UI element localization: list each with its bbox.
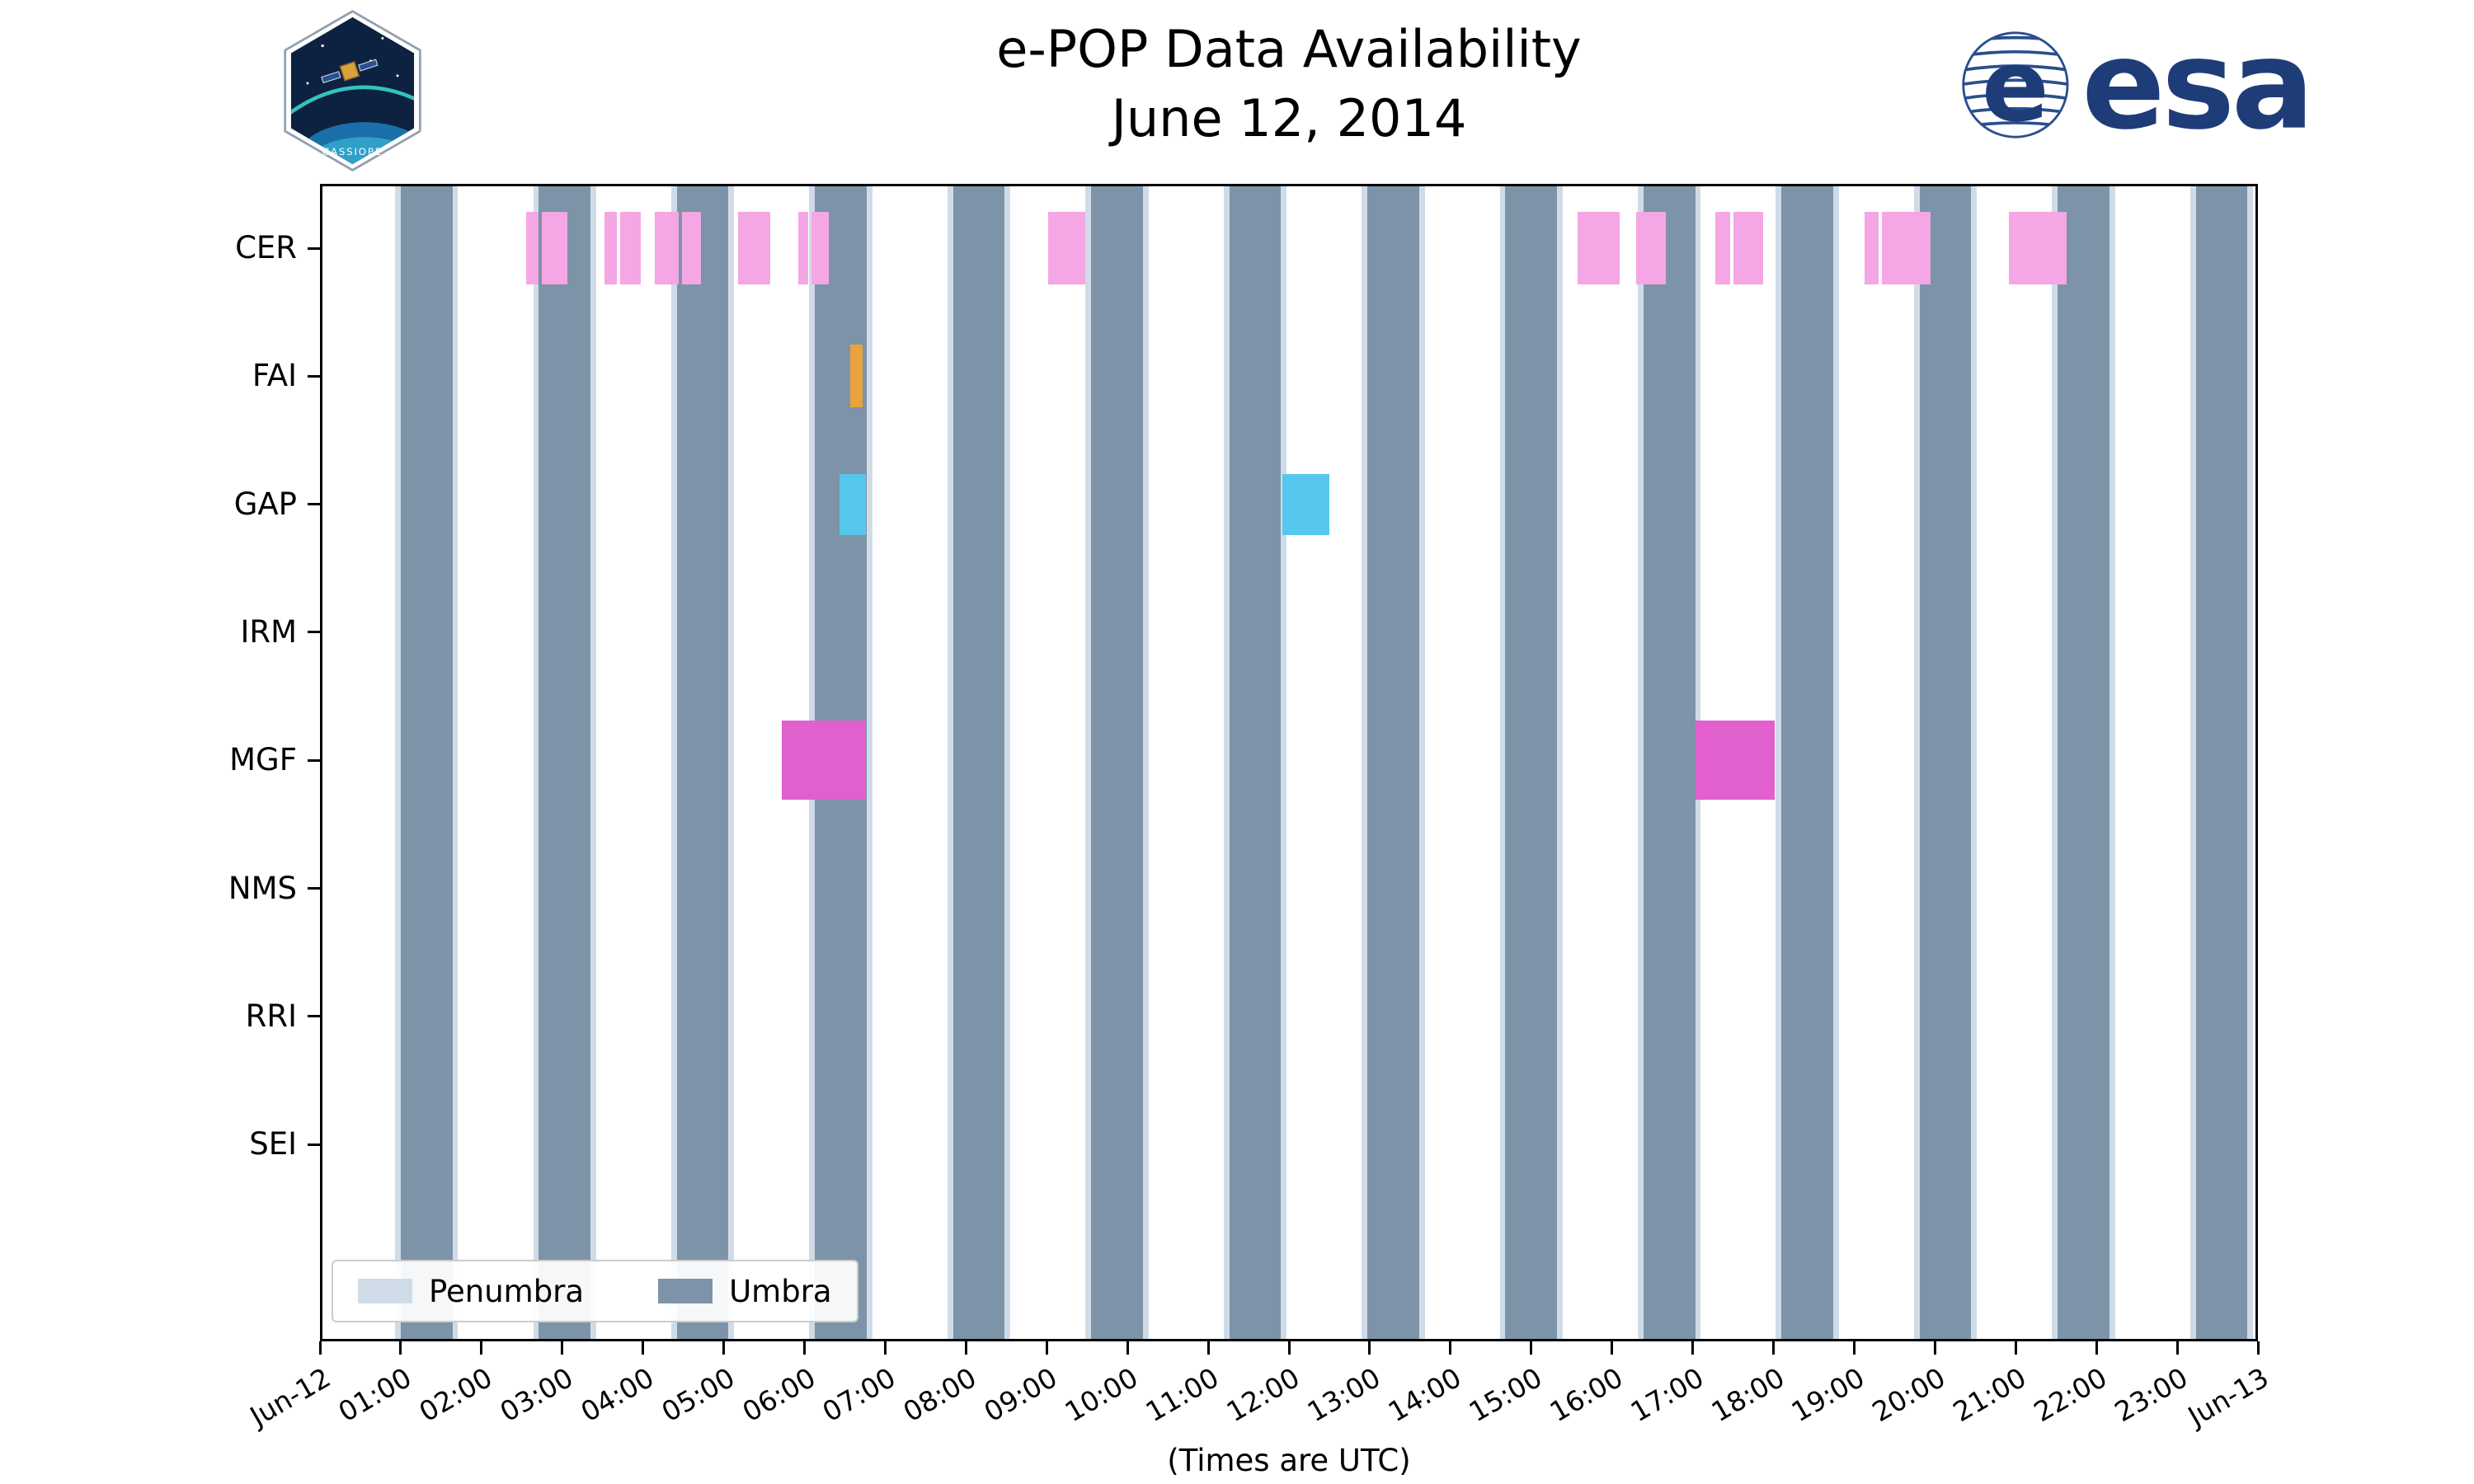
umbra-band [676, 184, 729, 1341]
y-axis-label-sei: SEI [249, 1126, 297, 1162]
x-tick [883, 1341, 887, 1355]
chart-title-line2: June 12, 2014 [1111, 88, 1467, 148]
y-tick [308, 631, 320, 634]
availability-block-cer [1048, 212, 1086, 284]
chart-title: e-POP Data Availability June 12, 2014 [320, 15, 2258, 153]
penumbra-swatch [358, 1279, 412, 1303]
x-tick [1368, 1341, 1371, 1355]
x-tick [1772, 1341, 1775, 1355]
umbra-band [1781, 184, 1833, 1341]
y-tick [308, 758, 320, 762]
x-tick [1530, 1341, 1533, 1355]
umbra-band [1643, 184, 1696, 1341]
availability-block-cer [1715, 212, 1730, 284]
cassiope-patch-graphic: CASSIOPE [284, 10, 421, 171]
esa-logo: e esa [1959, 14, 2326, 157]
availability-block-cer [655, 212, 679, 284]
x-tick [1852, 1341, 1856, 1355]
y-axis-label-gap: GAP [233, 486, 297, 522]
x-tick [2256, 1341, 2260, 1355]
umbra-band [1366, 184, 1419, 1341]
legend-label-umbra: Umbra [729, 1273, 832, 1309]
umbra-band [2058, 184, 2109, 1341]
x-axis-label: (Times are UTC) [1167, 1443, 1411, 1478]
x-tick [642, 1341, 645, 1355]
x-tick [722, 1341, 726, 1355]
availability-block-cer [1577, 212, 1620, 284]
availability-block-cer [797, 212, 809, 284]
legend-label-penumbra: Penumbra [429, 1273, 585, 1309]
x-tick [399, 1341, 402, 1355]
y-axis-label-rri: RRI [245, 998, 297, 1034]
esa-globe-e-glyph: e [1982, 29, 2049, 144]
availability-block-cer [1733, 212, 1763, 284]
x-tick [318, 1341, 322, 1355]
y-axis-label-cer: CER [235, 230, 297, 265]
availability-block-cer [525, 212, 539, 284]
x-tick [1206, 1341, 1210, 1355]
availability-block-cer [1881, 212, 1931, 284]
availability-block-fai [850, 345, 863, 408]
availability-block-mgf [1695, 721, 1776, 801]
cassiope-patch-text: CASSIOPE [322, 146, 383, 157]
y-axis-label-mgf: MGF [229, 742, 297, 778]
x-tick [803, 1341, 806, 1355]
y-tick [308, 247, 320, 250]
x-tick [1691, 1341, 1695, 1355]
umbra-band [1919, 184, 1972, 1341]
x-tick [2175, 1341, 2179, 1355]
availability-block-cer [604, 212, 618, 284]
umbra-band [1229, 184, 1282, 1341]
x-tick [1287, 1341, 1291, 1355]
umbra-swatch [658, 1279, 713, 1303]
availability-block-cer [2009, 212, 2067, 284]
x-tick [1933, 1341, 1936, 1355]
x-tick [964, 1341, 967, 1355]
availability-block-mgf [782, 721, 866, 801]
x-tick [2095, 1341, 2098, 1355]
umbra-band [400, 184, 453, 1341]
x-tick [1611, 1341, 1614, 1355]
y-axis-label-irm: IRM [240, 613, 297, 650]
x-tick [480, 1341, 483, 1355]
x-tick [561, 1341, 564, 1355]
cassiope-mission-patch: CASSIOPE [272, 8, 433, 173]
y-axis-label-fai: FAI [252, 358, 297, 394]
y-tick [308, 887, 320, 890]
umbra-band [952, 184, 1005, 1341]
umbra-band [1091, 184, 1143, 1341]
availability-block-cer [811, 212, 829, 284]
x-tick [2014, 1341, 2017, 1355]
umbra-band [539, 184, 590, 1341]
umbra-band [1505, 184, 1558, 1341]
y-tick [308, 503, 320, 506]
x-tick [1126, 1341, 1129, 1355]
y-tick [308, 1143, 320, 1146]
chart-title-line1: e-POP Data Availability [996, 19, 1582, 79]
availability-block-cer [542, 212, 567, 284]
legend: Penumbra Umbra [332, 1260, 858, 1322]
y-axis-label-nms: NMS [228, 870, 297, 906]
x-tick [1045, 1341, 1048, 1355]
umbra-band [2195, 184, 2248, 1341]
y-tick [308, 374, 320, 378]
availability-block-gap [1282, 473, 1329, 535]
y-tick [308, 1015, 320, 1018]
availability-block-cer [1865, 212, 1879, 284]
availability-block-cer [620, 212, 641, 284]
esa-logo-graphic: e esa [1962, 14, 2315, 157]
availability-block-gap [839, 473, 866, 535]
x-tick [1449, 1341, 1452, 1355]
esa-wordmark: esa [2081, 23, 2311, 147]
availability-block-cer [738, 212, 771, 284]
availability-block-cer [1636, 212, 1667, 284]
availability-block-cer [681, 212, 702, 284]
